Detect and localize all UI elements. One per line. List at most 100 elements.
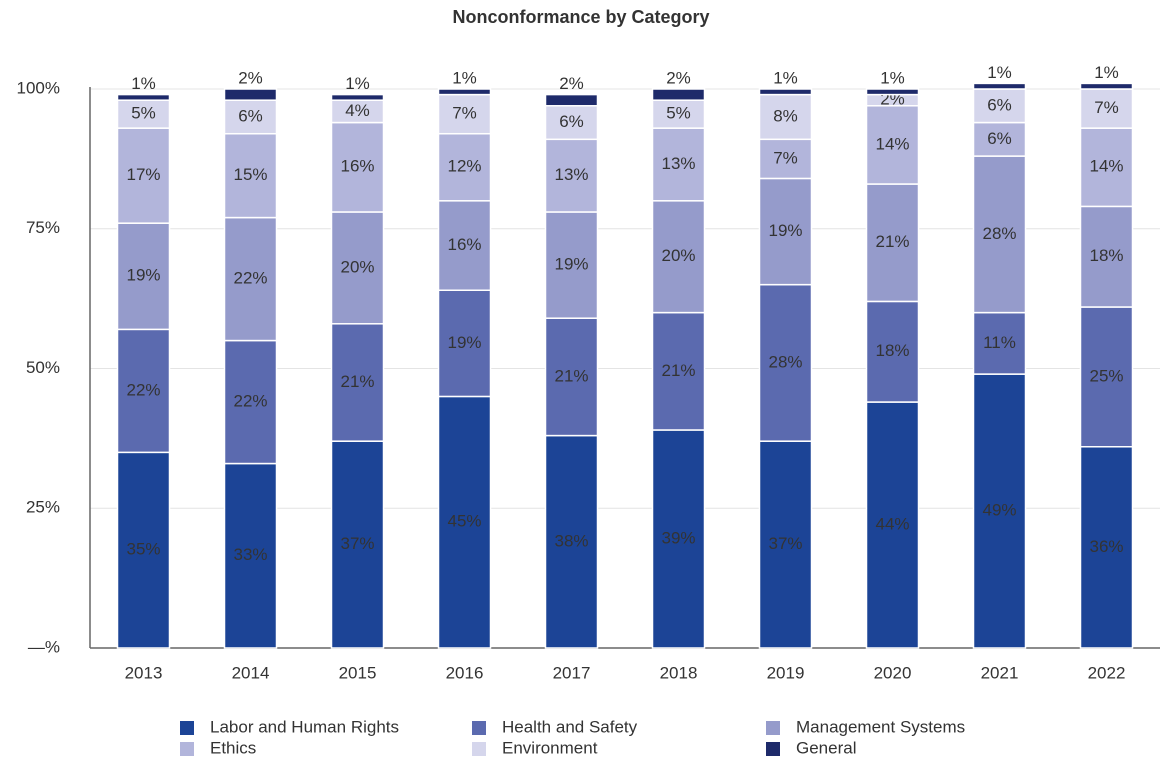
data-label: 37%: [768, 534, 802, 553]
data-label: 19%: [768, 221, 802, 240]
data-label: 21%: [875, 232, 909, 251]
data-label: 21%: [661, 361, 695, 380]
bar-segment: [544, 211, 599, 319]
bar-segment: [116, 328, 171, 454]
legend-label: Health and Safety: [502, 717, 638, 736]
data-label: 39%: [661, 528, 695, 547]
data-label: 20%: [661, 246, 695, 265]
bar-segment: [330, 440, 385, 649]
legend-swatch: [180, 721, 194, 735]
bar-segment: [972, 82, 1027, 90]
bar-segment: [972, 311, 1027, 375]
data-label: 16%: [447, 235, 481, 254]
bar-segment: [330, 211, 385, 325]
x-tick-label: 2016: [446, 663, 484, 682]
legend-swatch: [472, 721, 486, 735]
data-label: 6%: [987, 129, 1012, 148]
data-label: 28%: [982, 224, 1016, 243]
bar-segment: [223, 339, 278, 465]
x-tick-label: 2018: [660, 663, 698, 682]
y-tick-label: —%: [28, 637, 60, 656]
legend-swatch: [472, 742, 486, 756]
data-label: 1%: [345, 74, 370, 93]
data-label: 6%: [238, 106, 263, 125]
data-label: 35%: [126, 540, 160, 559]
legend-label: Ethics: [210, 738, 256, 757]
data-label: 6%: [559, 112, 584, 131]
bar-segment: [223, 99, 278, 135]
data-label: 21%: [554, 366, 588, 385]
bar-segment: [758, 88, 813, 96]
bar-segment: [437, 289, 492, 398]
data-label: 13%: [661, 154, 695, 173]
bar-segment: [651, 311, 706, 431]
chart-title: Nonconformance by Category: [452, 7, 709, 27]
data-label: 11%: [983, 333, 1016, 352]
data-label: 18%: [875, 341, 909, 360]
data-label: 1%: [987, 63, 1012, 82]
bar-segment: [865, 300, 920, 403]
data-label: 6%: [987, 95, 1012, 114]
bar-segment: [972, 88, 1027, 124]
bar-segment: [865, 183, 920, 303]
bar-segment: [1079, 306, 1134, 448]
data-label: 16%: [340, 157, 374, 176]
legend-swatch: [766, 721, 780, 735]
bar-segment: [1079, 82, 1134, 90]
bar-segment: [758, 440, 813, 649]
data-label: 14%: [875, 134, 909, 153]
y-tick-label: 50%: [26, 358, 60, 377]
data-label: 7%: [1094, 98, 1119, 117]
legend-swatch: [180, 742, 194, 756]
y-tick-label: 75%: [26, 218, 60, 237]
bar-segment: [223, 132, 278, 219]
x-tick-label: 2021: [981, 663, 1019, 682]
bar-segment: [758, 93, 813, 141]
data-label: 19%: [554, 255, 588, 274]
data-label: 7%: [773, 148, 798, 167]
data-label: 15%: [233, 165, 267, 184]
y-tick-label: 100%: [17, 78, 60, 97]
x-tick-label: 2022: [1088, 663, 1126, 682]
data-label: 13%: [554, 165, 588, 184]
bar-segment: [116, 93, 171, 101]
data-label: 2%: [238, 68, 263, 87]
bar-segment: [972, 155, 1027, 314]
data-label: 2%: [559, 74, 584, 93]
legend-label: Labor and Human Rights: [210, 717, 399, 736]
data-label: 36%: [1089, 537, 1123, 556]
data-label: 1%: [1094, 63, 1119, 82]
x-tick-label: 2017: [553, 663, 591, 682]
bar-segment: [437, 200, 492, 291]
data-label: 17%: [126, 165, 160, 184]
bar-segment: [223, 216, 278, 342]
bar-segment: [651, 88, 706, 101]
bar-segment: [1079, 446, 1134, 649]
data-label: 5%: [131, 104, 156, 123]
data-label: 44%: [875, 515, 909, 534]
bar-segment: [116, 99, 171, 129]
bar-segment: [223, 462, 278, 649]
bar-segment: [758, 283, 813, 442]
data-label: 8%: [773, 106, 798, 125]
bar-segment: [651, 99, 706, 129]
legend-label: General: [796, 738, 856, 757]
data-label: 14%: [1089, 157, 1123, 176]
bar-segment: [972, 373, 1027, 649]
legend-label: Management Systems: [796, 717, 965, 736]
data-label: 33%: [233, 545, 267, 564]
x-tick-label: 2019: [767, 663, 805, 682]
data-label: 2%: [666, 68, 691, 87]
bar-segment: [330, 93, 385, 101]
data-label: 22%: [233, 269, 267, 288]
bar-segment: [223, 88, 278, 101]
bar-segment: [865, 401, 920, 649]
bar-segment: [1079, 88, 1134, 129]
x-tick-label: 2020: [874, 663, 912, 682]
data-label: 38%: [554, 531, 588, 550]
x-tick-label: 2015: [339, 663, 377, 682]
data-label: 22%: [233, 392, 267, 411]
data-label: 1%: [773, 68, 798, 87]
